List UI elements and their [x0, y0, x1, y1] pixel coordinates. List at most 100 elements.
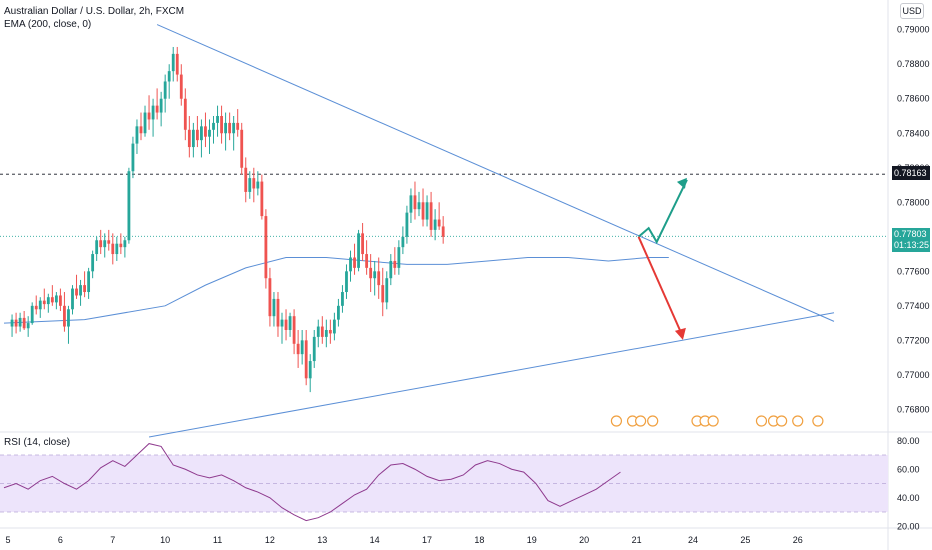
price-tick-label: 0.77000 — [897, 370, 930, 380]
candle-body — [151, 105, 155, 120]
bullish-projection-arrow — [637, 179, 688, 245]
candle-body — [224, 122, 228, 134]
rsi-line — [3, 443, 621, 522]
candle-body — [115, 243, 119, 255]
economic-event-icon — [776, 415, 788, 427]
candle-body — [236, 122, 240, 130]
candle-body — [220, 115, 223, 134]
price-tick-label: 0.76800 — [897, 404, 930, 414]
candle-body — [433, 219, 437, 230]
candle-body — [405, 212, 409, 237]
time-tick-label: 11 — [213, 535, 222, 545]
candle-body — [111, 243, 115, 255]
candle-body — [345, 271, 348, 293]
candle-body — [421, 202, 425, 220]
rsi-legend: RSI (14, close) — [4, 437, 71, 448]
time-tick-label: 17 — [422, 535, 432, 545]
candle-body — [143, 112, 147, 134]
candle-body — [167, 71, 171, 82]
candle-body — [300, 340, 304, 355]
candle-body — [332, 319, 336, 334]
candle-body — [38, 300, 42, 310]
candle-body — [83, 285, 86, 293]
price-tick-label: 0.77400 — [897, 301, 930, 311]
candle-body — [103, 240, 107, 248]
candle-body — [397, 247, 401, 268]
candle-body — [320, 326, 324, 337]
time-tick-label: 5 — [6, 535, 11, 545]
candle-body — [365, 254, 369, 268]
candle-body — [131, 143, 135, 172]
price-tick-label: 0.78600 — [897, 94, 930, 104]
economic-event-icon — [812, 415, 824, 427]
ascending-trendline — [148, 312, 835, 438]
candle-body — [272, 298, 276, 317]
candle-body — [296, 343, 300, 355]
candle-body — [171, 53, 175, 72]
candle-body — [276, 298, 280, 327]
candle-body — [349, 257, 352, 272]
price-tick-label: 0.77600 — [897, 266, 930, 276]
economic-event-icon — [755, 415, 768, 427]
candle-body — [191, 129, 195, 148]
candle-body — [26, 323, 30, 329]
candle-body — [361, 233, 365, 255]
candle-body — [353, 257, 356, 268]
last-price-tag: 0.77803 01:13:25 — [892, 228, 930, 252]
candle-body — [256, 181, 260, 189]
candle-body — [264, 216, 268, 279]
price-tick-label: 0.78800 — [897, 59, 930, 69]
bearish-projection-arrow — [637, 236, 684, 338]
candle-body — [393, 260, 397, 268]
candle-body — [252, 178, 256, 189]
candle-body — [208, 129, 211, 137]
candle-body — [204, 126, 207, 137]
candle-body — [248, 178, 252, 192]
time-tick-label: 18 — [474, 535, 484, 545]
descending-trendline — [156, 24, 835, 322]
candle-body — [260, 181, 264, 217]
candle-body — [341, 292, 344, 306]
candle-body — [127, 171, 131, 241]
time-tick-label: 10 — [160, 535, 170, 545]
candle-body — [155, 105, 159, 113]
candle-body — [409, 195, 413, 213]
candle-body — [328, 329, 332, 334]
candle-body — [75, 288, 78, 296]
price-tick-label: 0.78000 — [897, 197, 930, 207]
candle-body — [337, 305, 340, 320]
candle-body — [30, 305, 34, 324]
candle-body — [159, 98, 163, 113]
candle-body — [216, 115, 219, 123]
candle-body — [441, 226, 445, 237]
candle-body — [304, 340, 308, 379]
price-tick-label: 0.79000 — [897, 25, 930, 35]
candle-body — [369, 267, 373, 279]
time-tick-label: 25 — [740, 535, 750, 545]
currency-button[interactable]: USD — [900, 3, 924, 19]
candle-body — [34, 305, 38, 310]
candle-body — [139, 126, 143, 134]
candle-body — [389, 260, 393, 279]
candle-body — [54, 295, 58, 303]
time-tick-label: 7 — [110, 535, 115, 545]
candle-body — [381, 285, 385, 303]
candle-body — [385, 278, 389, 303]
ema-legend: EMA (200, close, 0) — [4, 19, 92, 30]
candle-body — [373, 271, 377, 279]
time-tick-label: 26 — [793, 535, 803, 545]
bar-countdown: 01:13:25 — [894, 240, 930, 250]
candle-body — [284, 319, 288, 330]
level-price-tag: 0.78163 — [892, 166, 930, 180]
candle-body — [163, 81, 167, 99]
candle-body — [50, 297, 54, 303]
time-tick-label: 21 — [632, 535, 642, 545]
candle-body — [413, 195, 417, 210]
candle-body — [324, 329, 328, 337]
candle-body — [232, 122, 236, 134]
price-tick-label: 0.77200 — [897, 335, 930, 345]
bearish-arrowhead — [674, 327, 686, 340]
price-tick-label: 0.78400 — [897, 128, 930, 138]
candle-body — [212, 122, 215, 130]
